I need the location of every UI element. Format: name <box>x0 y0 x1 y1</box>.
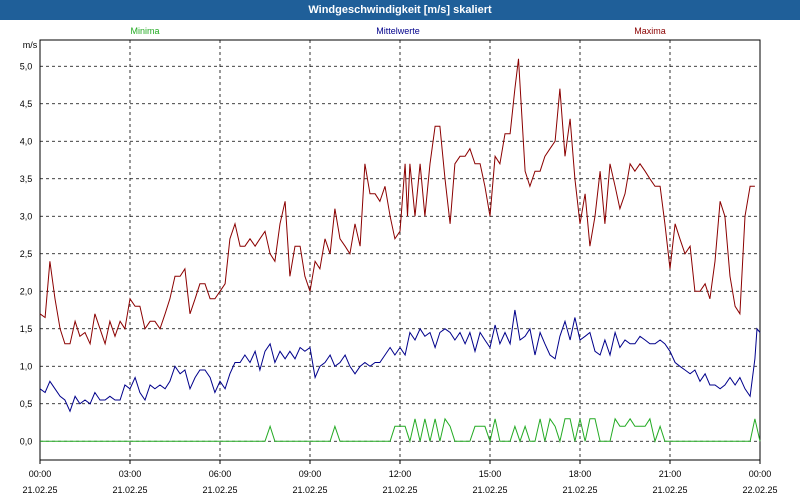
series-layer <box>39 58 761 444</box>
y-tick-label: 4,0 <box>20 136 33 146</box>
x-tick-time: 03:00 <box>119 469 142 479</box>
x-tick-date: 21.02.25 <box>202 485 237 495</box>
x-tick-time: 21:00 <box>659 469 682 479</box>
chart-title: Windgeschwindigkeit [m/s] skaliert <box>0 0 800 20</box>
x-tick-date: 22.02.25 <box>742 485 777 495</box>
x-tick-date: 21.02.25 <box>22 485 57 495</box>
axis-labels: 0,0 0,5 1,0 1,5 2,0 2,5 3,0 3,5 4,0 4,5 5,0 m/s 00:0… <box>20 26 778 495</box>
x-tick-date: 21.02.25 <box>472 485 507 495</box>
y-tick-label: 3,0 <box>20 211 33 221</box>
x-tick-time: 09:00 <box>299 469 322 479</box>
y-tick-label: 0,0 <box>20 436 33 446</box>
legend-maxima: Maxima <box>634 26 666 36</box>
y-tick-label: 1,5 <box>20 324 33 334</box>
series-line-minima <box>40 417 761 444</box>
legend-minima: Minima <box>130 26 159 36</box>
grid-lines <box>39 40 761 464</box>
y-tick-label: 3,5 <box>20 174 33 184</box>
y-tick-label: 1,0 <box>20 361 33 371</box>
y-tick-label: 4,5 <box>20 99 33 109</box>
x-tick-date: 21.02.25 <box>112 485 147 495</box>
x-tick-time: 00:00 <box>749 469 772 479</box>
x-tick-time: 00:00 <box>29 469 52 479</box>
wind-speed-chart: 0,0 0,5 1,0 1,5 2,0 2,5 3,0 3,5 4,0 4,5 5,0 m/s 00:0… <box>20 26 778 495</box>
legend-mittelwerte: Mittelwerte <box>376 26 420 36</box>
x-tick-time: 15:00 <box>479 469 502 479</box>
x-tick-date: 21.02.25 <box>652 485 687 495</box>
x-tick-date: 21.02.25 <box>562 485 597 495</box>
y-tick-label: 2,5 <box>20 249 33 259</box>
x-tick-date: 21.02.25 <box>382 485 417 495</box>
y-axis-label: m/s <box>23 40 38 50</box>
series-line-mittelwerte <box>39 309 761 413</box>
series-line-maxima <box>39 58 755 346</box>
y-tick-label: 5,0 <box>20 61 33 71</box>
x-tick-time: 12:00 <box>389 469 412 479</box>
y-tick-label: 0,5 <box>20 399 33 409</box>
x-tick-time: 06:00 <box>209 469 232 479</box>
y-tick-label: 2,0 <box>20 286 33 296</box>
x-tick-date: 21.02.25 <box>292 485 327 495</box>
x-tick-time: 18:00 <box>569 469 592 479</box>
